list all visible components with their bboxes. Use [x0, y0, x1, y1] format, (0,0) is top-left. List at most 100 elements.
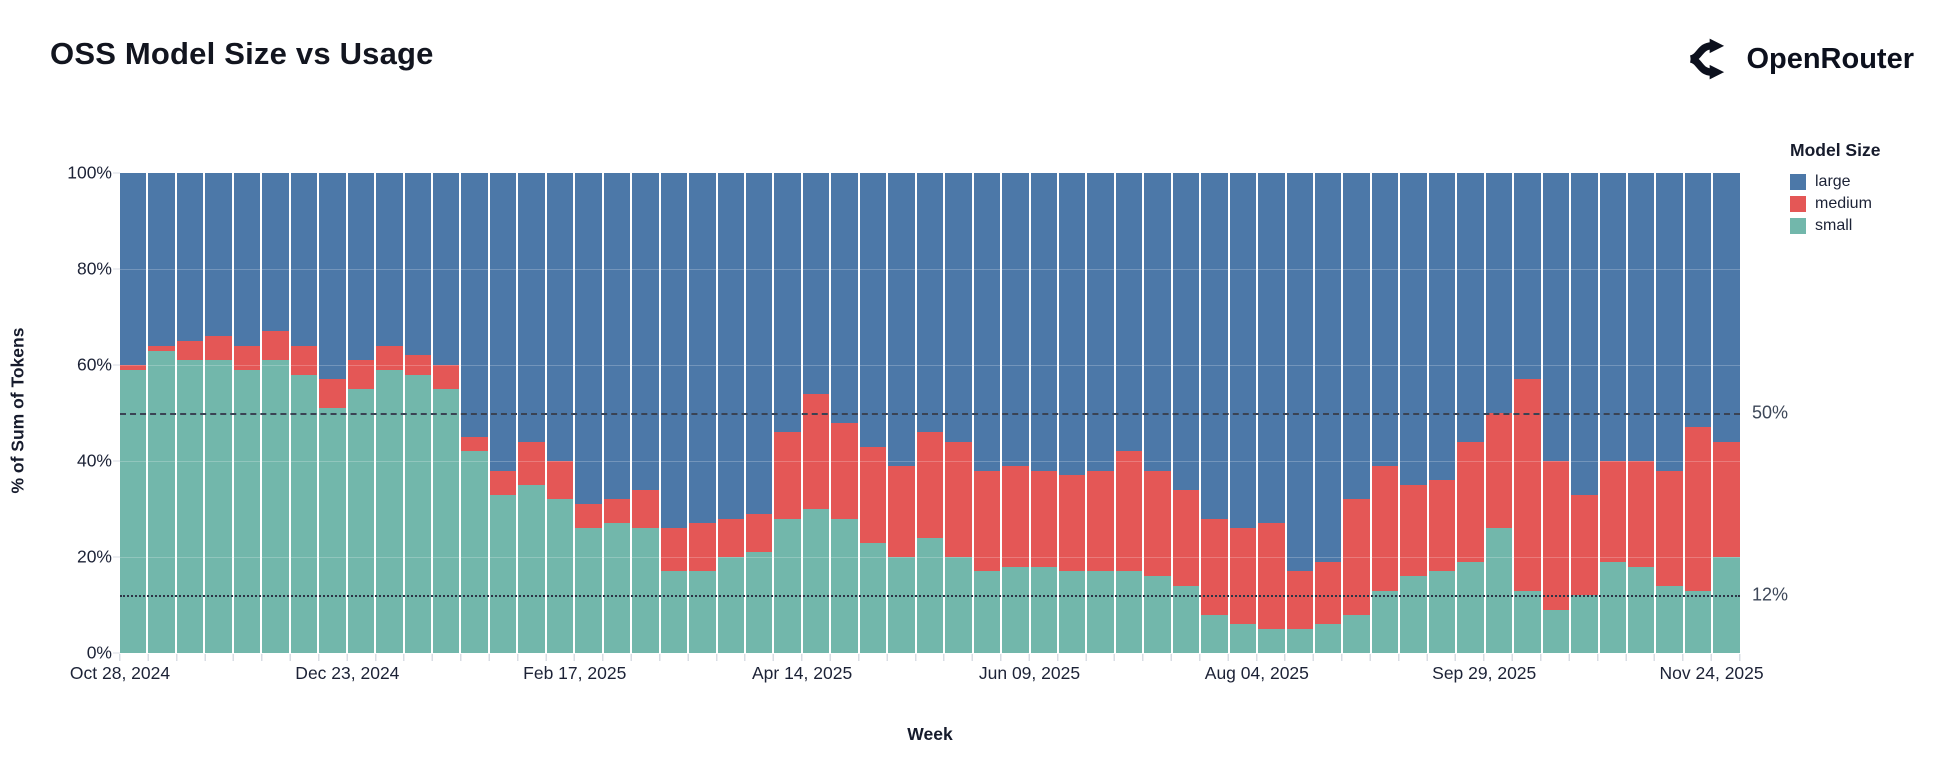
segment-medium[interactable] [916, 432, 944, 538]
segment-medium[interactable] [546, 461, 574, 500]
segment-small[interactable] [1400, 576, 1427, 653]
segment-large[interactable] [1542, 173, 1570, 461]
segment-large[interactable] [1286, 173, 1314, 572]
segment-medium[interactable] [290, 345, 318, 375]
segment-small[interactable] [1628, 566, 1655, 653]
segment-small[interactable] [233, 369, 261, 653]
bar-week-13[interactable] [489, 173, 517, 653]
bar-week-17[interactable] [603, 173, 631, 653]
segment-large[interactable] [1258, 173, 1285, 524]
legend-item-small[interactable]: small [1790, 215, 1880, 237]
segment-small[interactable] [660, 571, 688, 653]
segment-small[interactable] [1457, 561, 1484, 653]
segment-large[interactable] [290, 173, 318, 346]
bar-week-3[interactable] [205, 173, 232, 653]
bar-week-5[interactable] [262, 173, 289, 653]
segment-large[interactable] [461, 173, 488, 437]
bar-week-35[interactable] [1115, 173, 1143, 653]
segment-large[interactable] [745, 173, 773, 514]
bar-week-46[interactable] [1428, 173, 1456, 653]
bar-week-29[interactable] [945, 173, 972, 653]
segment-small[interactable] [262, 360, 289, 653]
segment-small[interactable] [205, 360, 232, 653]
segment-medium[interactable] [575, 504, 602, 529]
segment-medium[interactable] [859, 446, 887, 543]
segment-medium[interactable] [774, 432, 801, 519]
segment-small[interactable] [945, 556, 972, 653]
bar-week-28[interactable] [916, 173, 944, 653]
bar-week-23[interactable] [774, 173, 801, 653]
segment-medium[interactable] [461, 437, 488, 452]
segment-medium[interactable] [1229, 528, 1257, 625]
segment-large[interactable] [1400, 173, 1427, 485]
bar-week-10[interactable] [404, 173, 431, 653]
segment-medium[interactable] [1400, 485, 1427, 577]
bar-week-6[interactable] [290, 173, 318, 653]
segment-large[interactable] [1172, 173, 1200, 490]
segment-small[interactable] [717, 556, 744, 653]
bar-week-26[interactable] [859, 173, 887, 653]
segment-large[interactable] [1371, 173, 1399, 466]
segment-medium[interactable] [347, 360, 375, 389]
segment-medium[interactable] [1628, 461, 1655, 567]
segment-medium[interactable] [518, 441, 545, 485]
segment-small[interactable] [774, 518, 801, 653]
segment-large[interactable] [1571, 173, 1598, 495]
segment-medium[interactable] [1286, 571, 1314, 629]
bar-week-4[interactable] [233, 173, 261, 653]
segment-medium[interactable] [745, 513, 773, 553]
segment-medium[interactable] [262, 331, 289, 361]
segment-medium[interactable] [1457, 441, 1484, 562]
segment-small[interactable] [1002, 566, 1029, 653]
segment-large[interactable] [1030, 173, 1057, 471]
segment-medium[interactable] [689, 523, 716, 572]
segment-large[interactable] [888, 173, 915, 466]
segment-small[interactable] [1371, 590, 1399, 653]
bar-week-19[interactable] [660, 173, 688, 653]
segment-small[interactable] [376, 369, 403, 653]
segment-small[interactable] [1087, 571, 1114, 653]
bar-week-47[interactable] [1457, 173, 1484, 653]
segment-small[interactable] [632, 528, 659, 653]
segment-small[interactable] [802, 508, 830, 653]
bar-week-36[interactable] [1144, 173, 1171, 653]
bar-week-33[interactable] [1058, 173, 1086, 653]
segment-large[interactable] [1002, 173, 1029, 466]
segment-medium[interactable] [1713, 441, 1740, 557]
bar-week-34[interactable] [1087, 173, 1114, 653]
segment-small[interactable] [1315, 624, 1342, 653]
bar-week-40[interactable] [1258, 173, 1285, 653]
bar-week-44[interactable] [1371, 173, 1399, 653]
segment-large[interactable] [489, 173, 517, 471]
segment-small[interactable] [1428, 571, 1456, 653]
segment-large[interactable] [376, 173, 403, 346]
bar-week-43[interactable] [1343, 173, 1370, 653]
segment-medium[interactable] [319, 379, 346, 409]
segment-large[interactable] [945, 173, 972, 442]
segment-small[interactable] [1172, 585, 1200, 653]
segment-large[interactable] [518, 173, 545, 442]
segment-medium[interactable] [1428, 480, 1456, 572]
segment-large[interactable] [148, 173, 175, 346]
segment-medium[interactable] [120, 365, 147, 370]
segment-large[interactable] [632, 173, 659, 490]
segment-large[interactable] [1058, 173, 1086, 476]
segment-medium[interactable] [632, 489, 659, 529]
segment-small[interactable] [546, 499, 574, 653]
segment-small[interactable] [859, 542, 887, 653]
segment-medium[interactable] [802, 393, 830, 509]
segment-medium[interactable] [603, 499, 631, 524]
segment-medium[interactable] [1315, 561, 1342, 625]
segment-small[interactable] [1115, 571, 1143, 653]
segment-large[interactable] [916, 173, 944, 433]
segment-small[interactable] [1684, 590, 1712, 653]
segment-medium[interactable] [1343, 499, 1370, 615]
segment-medium[interactable] [376, 345, 403, 370]
segment-large[interactable] [774, 173, 801, 433]
segment-medium[interactable] [1144, 470, 1171, 577]
segment-medium[interactable] [205, 336, 232, 361]
segment-large[interactable] [347, 173, 375, 361]
bar-week-27[interactable] [888, 173, 915, 653]
bar-week-31[interactable] [1002, 173, 1029, 653]
bar-week-24[interactable] [802, 173, 830, 653]
